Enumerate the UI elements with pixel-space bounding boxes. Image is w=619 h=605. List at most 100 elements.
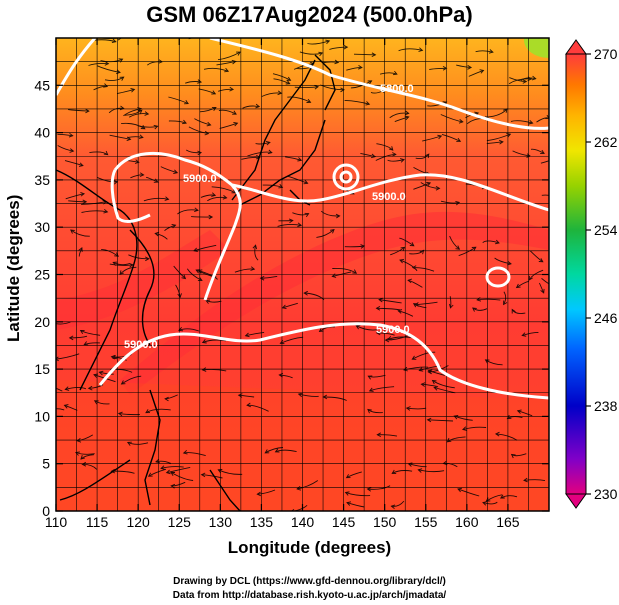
streamline-arrow (472, 307, 477, 312)
streamline-arrow (68, 335, 74, 341)
streamline (432, 380, 455, 389)
streamline (350, 80, 372, 89)
streamline-arrow (181, 274, 187, 280)
streamline-arrow (182, 119, 187, 125)
streamline (109, 134, 131, 140)
streamline-arrow (330, 229, 335, 234)
streamline (398, 48, 423, 52)
streamline-arrow (201, 367, 207, 372)
streamline (390, 246, 405, 256)
streamline (218, 88, 234, 92)
y-tick-label: 5 (42, 456, 50, 472)
x-tick-label: 150 (373, 514, 397, 530)
streamline-arrow (390, 504, 396, 509)
streamline-arrow (137, 109, 143, 115)
y-tick-label: 35 (34, 172, 50, 188)
streamline-arrow (456, 137, 462, 143)
streamline-arrow (510, 453, 516, 459)
streamline-arrow (64, 386, 70, 391)
streamline-arrow (414, 302, 419, 307)
streamline-arrow (417, 468, 423, 473)
y-axis-label: Latitude (degrees) (4, 194, 23, 342)
streamline (292, 212, 309, 216)
x-tick-label: 125 (168, 514, 192, 530)
streamline-arrow (211, 192, 217, 197)
streamline (344, 99, 370, 105)
streamline (391, 470, 413, 474)
streamline (477, 298, 501, 301)
streamline (530, 148, 545, 154)
streamline (279, 374, 293, 379)
streamline (178, 328, 200, 332)
streamline (254, 245, 259, 261)
streamline (128, 254, 149, 260)
streamline (277, 224, 302, 227)
streamline (261, 92, 282, 97)
streamline-arrow (78, 162, 84, 167)
streamline (287, 175, 308, 184)
streamline (275, 449, 297, 453)
streamline (294, 86, 319, 88)
streamline-arrow (426, 417, 432, 423)
streamline (399, 237, 415, 247)
streamline (541, 278, 549, 285)
streamline-arrow (367, 408, 372, 414)
streamline-arrow (378, 297, 384, 303)
streamline (399, 259, 418, 272)
streamline (376, 143, 394, 151)
streamline (495, 433, 518, 441)
streamline (517, 410, 533, 417)
streamline-arrow (352, 269, 358, 274)
streamline (538, 282, 545, 294)
streamline (520, 77, 536, 81)
streamline-arrow (224, 67, 230, 73)
streamline-arrow (531, 75, 537, 81)
streamline-arrow (376, 432, 382, 437)
streamline-arrow (160, 465, 166, 470)
contour-label: 5900.0 (183, 173, 217, 185)
streamline-arrow (399, 259, 404, 264)
streamline-arrow (555, 286, 559, 290)
streamline (356, 325, 378, 331)
streamline-arrow (343, 44, 349, 50)
streamline (376, 307, 401, 311)
streamline-arrow (461, 426, 467, 431)
streamline (77, 434, 94, 442)
streamline (88, 63, 109, 66)
streamline (457, 488, 480, 497)
streamline (219, 122, 238, 129)
streamline (64, 160, 84, 167)
streamline-arrow (334, 59, 340, 65)
streamline-arrow (392, 152, 397, 157)
streamline-arrow (139, 172, 145, 177)
streamline-arrow (87, 385, 93, 391)
colorbar-tick-label: 246 (594, 310, 618, 326)
streamline (280, 336, 304, 344)
streamline-arrow (455, 200, 461, 206)
streamline-arrow (515, 283, 521, 289)
y-tick-label: 0 (42, 503, 50, 519)
streamline-arrow (80, 191, 86, 197)
streamline-arrow (424, 153, 430, 159)
streamline-arrow (355, 325, 361, 330)
streamline-arrow (516, 409, 522, 414)
streamline (273, 78, 290, 85)
streamline (508, 78, 532, 85)
streamline-arrow (297, 392, 303, 398)
streamline (127, 441, 149, 445)
streamline-arrow (194, 207, 199, 213)
streamline (245, 331, 265, 337)
x-tick-label: 135 (250, 514, 274, 530)
streamline-arrow (375, 306, 381, 311)
streamline-arrow (522, 79, 528, 84)
streamline-arrow (117, 38, 123, 41)
streamline (385, 335, 408, 341)
streamline (292, 504, 308, 511)
streamline-arrow (367, 80, 373, 85)
streamline-arrow (75, 451, 80, 456)
streamline-arrow (399, 158, 405, 163)
streamline-arrow (306, 98, 312, 103)
streamline-arrow (164, 396, 169, 402)
streamline-arrow (433, 386, 439, 391)
streamline-arrow (427, 369, 433, 375)
